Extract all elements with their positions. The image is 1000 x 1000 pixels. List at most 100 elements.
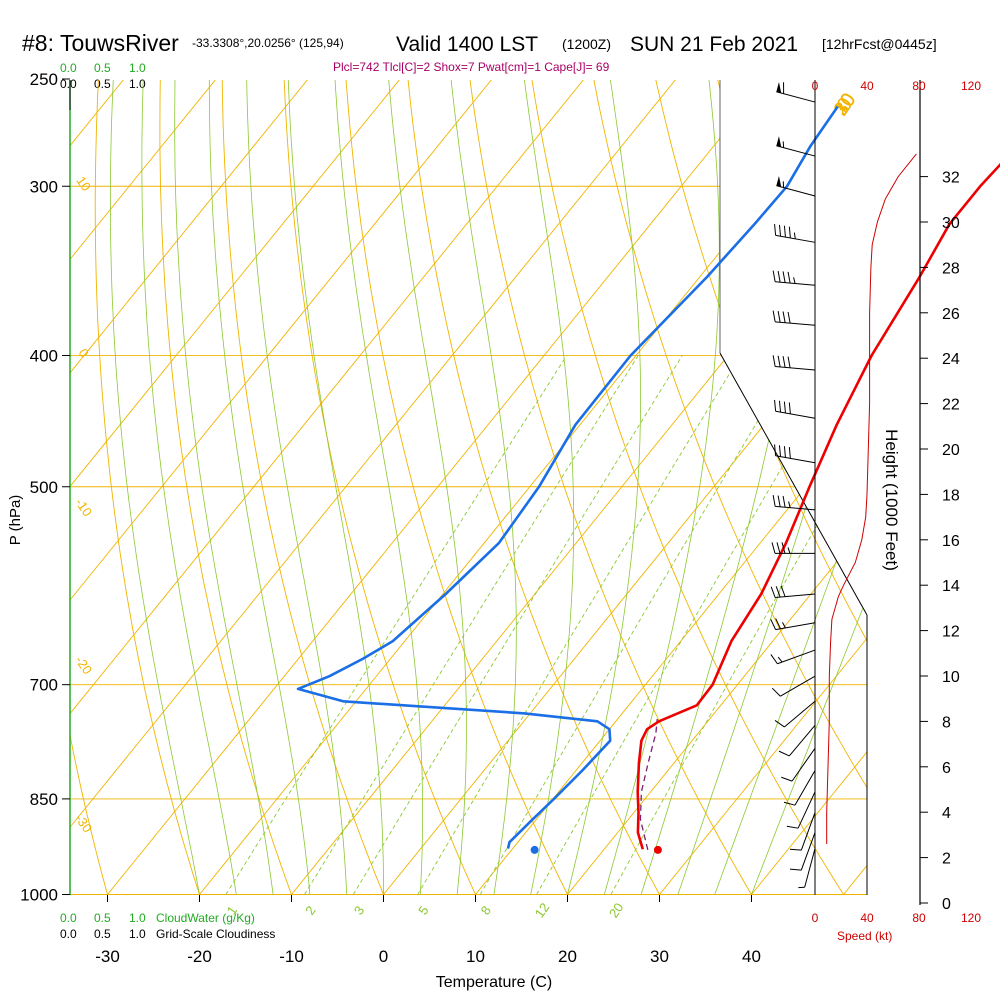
wind-barb-shaft: [800, 812, 816, 851]
wind-barb-shaft: [800, 832, 816, 871]
dry-adiabat-label: 0: [75, 346, 91, 361]
wind-barb: [770, 585, 816, 598]
wind-barb-feather: [774, 444, 777, 456]
mixing-ratio-line: [417, 355, 741, 895]
forecast-tag: [12hrFcst@0445z]: [822, 36, 937, 52]
wind-barb: [774, 444, 816, 464]
wind-barb-feather: [787, 271, 791, 284]
wind-barb-shaft: [775, 622, 816, 631]
wind-barb-feather: [774, 399, 777, 412]
temperature-tick-20: 20: [558, 947, 577, 966]
height-tick-2: 2: [942, 851, 951, 868]
wind-barb-feather: [776, 542, 781, 554]
wind-barb-shaft: [775, 410, 816, 419]
wind-barb-shaft: [775, 366, 816, 371]
mixing-ratio-line: [225, 355, 568, 895]
wind-barb-feather: [783, 446, 786, 458]
wind-barb: [771, 542, 815, 554]
dry-adiabat-label: -20: [72, 653, 95, 677]
valid-time: Valid 1400 LST: [396, 33, 538, 56]
wind-barb: [774, 399, 816, 419]
wind-barb-feather: [778, 224, 782, 237]
wind-barb-shaft: [775, 505, 816, 511]
temperature-tick-30: 30: [650, 947, 669, 966]
height-axis-label: Height (1000 Feet): [882, 429, 901, 571]
pressure-tick-300: 300: [30, 177, 58, 196]
wind-barb-feather: [771, 687, 781, 697]
cloudwater-scale-1: 0.5: [94, 61, 111, 75]
height-tick-16: 16: [942, 533, 960, 550]
moist-adiabat: [714, 80, 867, 895]
temperature-tick-40: 40: [742, 947, 761, 966]
wind-barb: [772, 355, 816, 371]
pressure-axis: 250 300 400 500 700 850 1000: [20, 70, 70, 905]
dry-adiabat: [469, 80, 752, 895]
temperature-tick-10: 10: [466, 947, 485, 966]
station-title: #8: TouwsRiver: [22, 30, 179, 56]
station-location: -33.3308°,20.0256° (125,94): [192, 36, 344, 50]
isotherm: [70, 80, 585, 895]
isotherm: [70, 80, 217, 895]
mixing-ratio-label: 8: [478, 903, 494, 918]
cloud-scale-bottom: 0.0 0.5 1.0 CloudWater (g/Kg) 0.0 0.5 1.…: [60, 911, 275, 941]
dry-adiabat: [531, 80, 844, 895]
wind-barb-feather: [788, 402, 791, 414]
wind-barb-feather: [777, 355, 781, 368]
dry-adiabat: [70, 80, 108, 895]
wind-barb-feather: [772, 355, 776, 367]
wind-barb-feather: [778, 445, 782, 457]
isotherm: [70, 80, 493, 895]
mixing-ratio-line: [479, 355, 798, 895]
cloudiness-scale-1: 0.5: [94, 77, 111, 91]
wind-barb-feather: [780, 585, 786, 597]
moist-adiabat: [603, 80, 720, 895]
wind-barb-shaft: [775, 593, 816, 598]
wind-barb-feather: [778, 750, 790, 757]
wind-barb-shaft: [791, 748, 816, 782]
wind-barb-half-feather: [782, 622, 786, 629]
dry-adiabat: [407, 80, 660, 895]
isotherm: [751, 80, 867, 895]
temperature-tick-0: 0: [379, 947, 388, 966]
wind-barb-pennant: [776, 175, 782, 187]
wind-barb-half-feather: [788, 501, 791, 508]
wind-barb-shaft: [776, 185, 816, 197]
mixing-ratio-line: [610, 355, 867, 895]
temperature-tick--30: -30: [95, 947, 120, 966]
cloudwater-scale-0: 0.0: [60, 61, 77, 75]
speed-axis-label: Speed (kt): [837, 929, 892, 943]
height-tick-26: 26: [942, 306, 960, 323]
wind-barb: [781, 748, 816, 782]
pressure-axis-label: P (hPa): [7, 495, 24, 546]
cloudiness-scale-2: 1.0: [129, 77, 146, 91]
pressure-tick-850: 850: [30, 790, 58, 809]
speed-ticks-bottom: 0 40 80 120: [812, 911, 982, 925]
wind-barb-feather: [783, 401, 786, 414]
wind-barb-feather: [781, 776, 793, 782]
wind-barb-feather: [787, 356, 791, 368]
temperature-axis-label: Temperature (C): [436, 974, 552, 991]
dry-adiabat: [965, 79, 1000, 895]
wind-barb-feather: [778, 400, 782, 413]
wind-barb: [772, 310, 816, 326]
zulu-time: (1200Z): [562, 36, 611, 52]
cloudiness-scale-bottom-1: 0.5: [94, 927, 111, 941]
height-tick-32: 32: [942, 170, 960, 187]
mixing-ratio-line: [304, 355, 639, 895]
cloud-scale-top: 0.0 0.5 1.0 0.0 0.5 1.0: [60, 61, 146, 91]
isotherm: [70, 80, 309, 895]
dewpoint-profile: [296, 105, 839, 849]
wind-barb-feather: [788, 226, 791, 239]
temperature-tick--10: -10: [279, 947, 304, 966]
isotherm: [659, 80, 867, 895]
wind-barb: [774, 223, 816, 243]
wind-barb-feather: [774, 720, 785, 728]
speed-ticks-top: 0 40 80 120: [812, 79, 982, 93]
speed-tick-top: 120: [961, 79, 981, 93]
moist-adiabat: [208, 80, 311, 895]
cloudiness-scale-bottom-2: 1.0: [129, 927, 146, 941]
wind-barb-feather: [770, 586, 776, 598]
wind-barb-shaft: [804, 848, 816, 888]
wind-barb-shaft: [776, 145, 816, 157]
dry-adiabat: [159, 80, 292, 895]
